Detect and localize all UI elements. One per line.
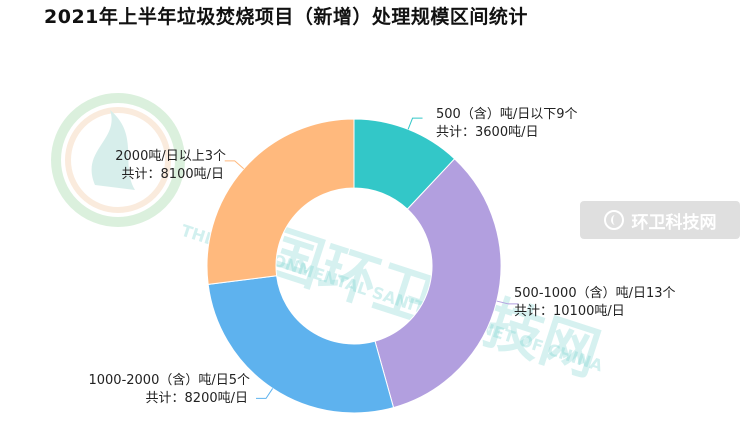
leader-line-1 (407, 117, 423, 130)
slice-sublabel-4: 共计：8100吨/日 (122, 167, 224, 182)
slice-sublabel-3: 共计：8200吨/日 (146, 391, 248, 406)
leader-line-4 (224, 160, 245, 170)
leaf-icon (603, 210, 624, 230)
watermark-badge-text: 环卫科技网 (631, 212, 717, 233)
donut-slice-3 (207, 275, 395, 414)
donut-slices (206, 118, 502, 414)
slice-label-4: 2000吨/日以上3个 (115, 149, 226, 164)
slice-label-1: 500（含）吨/日以下9个 (436, 106, 577, 122)
page-title: 2021年上半年垃圾焚烧项目（新增）处理规模区间统计 (44, 6, 528, 28)
slice-label-2: 500-1000（含）吨/日13个 (514, 285, 676, 301)
slice-label-3: 1000-2000（含）吨/日5个 (88, 372, 250, 388)
leader-line-3 (256, 388, 274, 399)
donut-slice-2 (374, 158, 502, 409)
donut-slice-4 (206, 118, 355, 285)
watermark-logo-icon (51, 93, 185, 227)
watermark-badge: 环卫科技网 (580, 201, 740, 239)
slice-sublabel-2: 共计：10100吨/日 (514, 304, 625, 319)
leader-lines (224, 117, 519, 399)
slice-sublabel-1: 共计：3600吨/日 (436, 125, 538, 140)
leader-line-2 (496, 300, 519, 305)
